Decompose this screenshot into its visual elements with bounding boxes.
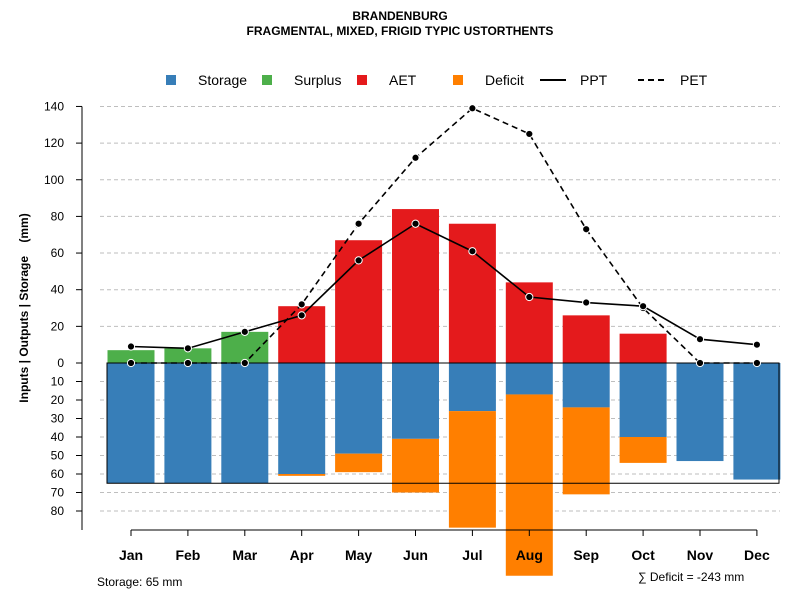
storage-bar [335, 363, 383, 454]
x-tick-label: Feb [175, 547, 200, 563]
x-tick-label: Dec [744, 547, 770, 563]
deficit-bar [335, 453, 383, 473]
x-tick-label: Mar [232, 547, 257, 563]
aet-bar [619, 333, 667, 363]
ppt-point [468, 247, 477, 256]
ppt-point [411, 219, 420, 228]
y-tick-label: 120 [44, 136, 64, 150]
y-tick-label: 60 [51, 246, 65, 260]
ppt-point [297, 311, 306, 320]
surplus-bar [107, 350, 155, 363]
x-tick-label: Jan [119, 547, 143, 563]
legend-label-pet: PET [680, 72, 708, 88]
aet-bar [448, 223, 496, 363]
x-tick-label: Oct [631, 547, 655, 563]
legend-swatch-storage [166, 75, 176, 85]
pet-point [354, 219, 363, 228]
y-tick-label: 0 [57, 356, 64, 370]
y-tick-label: 100 [44, 173, 64, 187]
ppt-point [639, 302, 648, 311]
pet-point [240, 358, 249, 368]
x-tick-label: Apr [290, 547, 315, 563]
storage-bar [676, 363, 724, 462]
pet-point [752, 358, 762, 368]
y-tick-label: 10 [51, 375, 65, 389]
ppt-point [126, 342, 136, 351]
ppt-point [695, 335, 705, 344]
pet-point [695, 358, 705, 368]
x-tick-label: Nov [687, 547, 714, 563]
storage-bar [448, 363, 496, 412]
x-tick-label: May [345, 547, 372, 563]
legend-label-aet: AET [389, 72, 417, 88]
ppt-point [582, 298, 591, 307]
deficit-bar [448, 411, 496, 528]
surplus-bar [164, 348, 212, 363]
chart-subtitle: FRAGMENTAL, MIXED, FRIGID TYPIC USTORTHE… [246, 24, 554, 38]
deficit-note: ∑ Deficit = -243 mm [638, 570, 745, 584]
pet-point [468, 104, 477, 113]
ppt-point [240, 327, 249, 336]
deficit-bar [619, 437, 667, 463]
pet-point [183, 358, 192, 368]
y-tick-label: 80 [51, 209, 65, 223]
x-tick-label: Jun [403, 547, 428, 563]
ppt-point [183, 344, 192, 353]
y-tick-label: 70 [51, 486, 65, 500]
y-tick-label: 60 [51, 467, 65, 481]
pet-point [411, 153, 420, 162]
y-tick-label: 40 [51, 283, 65, 297]
x-tick-label: Jul [462, 547, 482, 563]
storage-bar [733, 363, 781, 480]
legend-swatch-deficit [453, 75, 463, 85]
legend-label-storage: Storage [198, 72, 247, 88]
lines [126, 104, 762, 368]
pet-point [582, 225, 591, 234]
storage-bar [107, 363, 155, 484]
pet-point [297, 300, 306, 309]
y-tick-label: 40 [51, 430, 65, 444]
bars [107, 209, 781, 576]
storage-bar [221, 363, 269, 484]
x-tick-label: Aug [516, 547, 543, 563]
y-tick-label: 20 [51, 393, 65, 407]
storage-bar [562, 363, 610, 408]
y-axis-label: Inputs | Outputs | Storage (mm) [17, 213, 31, 402]
legend-label-deficit: Deficit [485, 72, 524, 88]
pet-line [131, 107, 757, 364]
legend: Storage Surplus AET Deficit PPT PET [166, 72, 708, 88]
storage-frame [106, 362, 780, 484]
y-tick-label: 50 [51, 449, 65, 463]
legend-label-ppt: PPT [580, 72, 608, 88]
pet-point [525, 129, 534, 139]
pet-point [126, 358, 136, 368]
legend-swatch-surplus [262, 75, 272, 85]
storage-bar [164, 363, 212, 484]
ppt-point [525, 292, 534, 302]
deficit-bar [278, 474, 326, 476]
legend-swatch-aet [357, 75, 367, 85]
storage-bar [392, 363, 439, 439]
storage-bar [619, 363, 667, 437]
y-tick-label: 140 [44, 99, 64, 113]
deficit-bar [392, 438, 439, 493]
deficit-bar [562, 407, 610, 495]
y-tick-label: 20 [51, 319, 65, 333]
x-tick-label: Sep [573, 547, 599, 563]
y-tick-label: 80 [51, 504, 65, 518]
ppt-point [752, 340, 762, 349]
aet-bar [562, 315, 610, 363]
storage-bar [505, 363, 553, 395]
ppt-point [354, 256, 363, 265]
ppt-line [130, 222, 757, 350]
chart-title: BRANDENBURG [352, 9, 448, 23]
deficit-bar [505, 394, 553, 576]
y-tick-label: 30 [51, 412, 65, 426]
legend-label-surplus: Surplus [294, 72, 341, 88]
axes: 0 20 40 60 80 100 120 140 10 20 30 40 50 60 70 80 Inputs… [17, 99, 770, 563]
storage-note: Storage: 65 mm [97, 575, 183, 589]
gridlines [100, 105, 780, 512]
storage-bar [278, 363, 326, 474]
